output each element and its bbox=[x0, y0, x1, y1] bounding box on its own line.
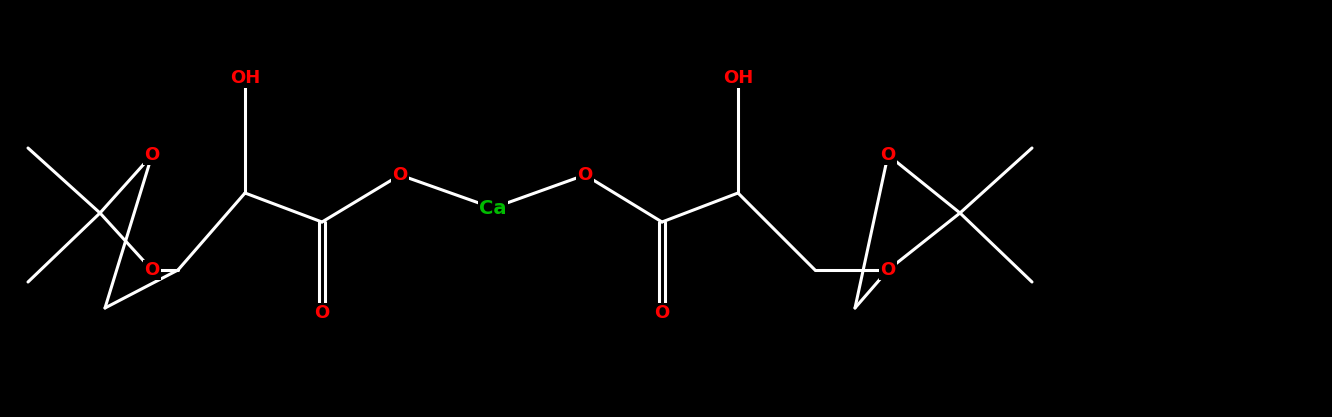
Text: Ca: Ca bbox=[480, 198, 506, 218]
Text: O: O bbox=[654, 304, 670, 322]
Text: O: O bbox=[880, 261, 895, 279]
Text: O: O bbox=[144, 261, 160, 279]
Text: OH: OH bbox=[723, 69, 753, 87]
Text: O: O bbox=[393, 166, 408, 184]
Text: O: O bbox=[314, 304, 329, 322]
Text: O: O bbox=[880, 146, 895, 164]
Text: O: O bbox=[144, 146, 160, 164]
Text: OH: OH bbox=[230, 69, 260, 87]
Text: O: O bbox=[577, 166, 593, 184]
